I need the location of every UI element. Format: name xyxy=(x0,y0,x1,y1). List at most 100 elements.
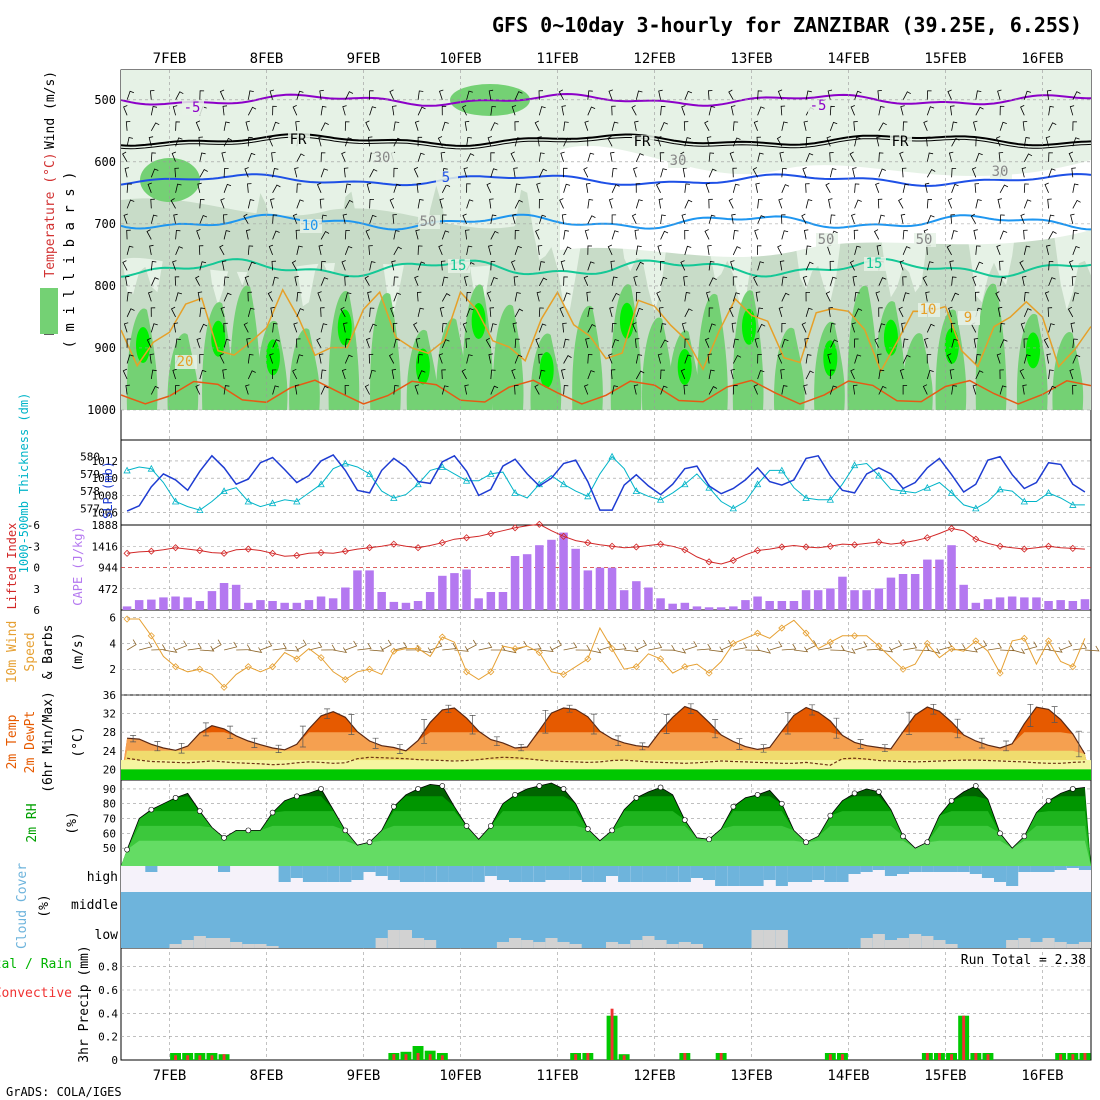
upper-wind-barb xyxy=(243,213,249,225)
contour-label: 50 xyxy=(916,232,933,248)
upper-wind-barb xyxy=(730,368,735,380)
upper-wind-barb xyxy=(999,230,1008,240)
cape-bar xyxy=(910,574,920,610)
rh-line-marker xyxy=(948,797,955,804)
cloud-low-block xyxy=(424,940,437,948)
upper-wind-barb xyxy=(849,260,855,271)
upper-wind-barb xyxy=(247,199,255,209)
upper-wind-barb xyxy=(466,354,473,364)
upper-wind-barb xyxy=(320,277,329,287)
cloud-low-block xyxy=(412,938,425,948)
upper-wind-barb xyxy=(391,368,397,380)
cloud-high-block xyxy=(994,866,1007,882)
upper-wind-barb xyxy=(708,152,715,162)
upper-wind-barb xyxy=(801,322,807,333)
upper-wind-barb xyxy=(1044,182,1049,193)
upper-wind-barb xyxy=(922,384,928,395)
cloud-level-label: low xyxy=(95,928,119,943)
date-label-bottom: 7FEB xyxy=(153,1068,187,1084)
upper-wind-barb xyxy=(611,167,618,178)
upper-wind-barb xyxy=(805,90,812,100)
upper-wind-barb xyxy=(946,353,952,364)
cloud-low-block xyxy=(678,942,691,948)
cloud-high-block xyxy=(884,866,897,876)
upper-wind-barb xyxy=(537,245,543,255)
rh-line-marker xyxy=(876,789,882,795)
wind-barb xyxy=(296,639,307,651)
thickness-ytick: 578 xyxy=(80,485,100,498)
upper-wind-barb xyxy=(490,369,496,380)
upper-wind-barb xyxy=(1023,292,1030,302)
upper-wind-barb xyxy=(828,307,833,317)
wind-speed-line-marker xyxy=(923,639,931,648)
upper-wind-barb xyxy=(801,213,807,225)
upper-wind-barb xyxy=(490,260,496,271)
upper-wind-barb xyxy=(854,308,863,318)
upper-wind-barb xyxy=(635,354,643,364)
precip-convective-bar xyxy=(174,1055,177,1060)
rh-line-marker xyxy=(803,839,809,846)
upper-wind-barb xyxy=(561,105,566,116)
lifted-index-line-marker xyxy=(535,520,543,528)
upper-wind-barb xyxy=(340,306,346,318)
rh-line-marker xyxy=(779,800,785,807)
cloud-high-block xyxy=(848,866,861,874)
upper-wind-barb xyxy=(367,291,372,302)
thickness-line-marker xyxy=(341,459,349,467)
upper-wind-barb xyxy=(563,121,569,131)
cape-bar xyxy=(292,602,302,610)
cloud-low-block xyxy=(496,942,509,948)
thickness-line-marker xyxy=(268,499,277,507)
upper-wind-barb xyxy=(999,184,1009,193)
contour-minus5 xyxy=(121,92,1091,107)
upper-wind-barb xyxy=(319,198,325,209)
thickness-ytick: 579 xyxy=(80,468,100,481)
upper-wind-barb xyxy=(511,105,517,116)
upper-wind-barb xyxy=(199,152,206,162)
upper-wind-barb xyxy=(850,213,856,225)
rh-saturated-cell xyxy=(471,302,486,339)
label-rh-unit: (%) xyxy=(65,811,80,834)
lifted-index-line-marker xyxy=(196,546,204,555)
upper-wind-barb xyxy=(219,89,225,100)
upper-wind-barb xyxy=(660,276,668,287)
wind-barb xyxy=(527,643,542,651)
upper-wind-barb xyxy=(563,167,568,178)
upper-wind-barb xyxy=(150,277,159,287)
upper-wind-barb xyxy=(731,213,736,224)
upper-wind-barb xyxy=(608,353,613,364)
cape-ytick: 1416 xyxy=(92,540,119,553)
upper-wind-barb xyxy=(490,214,497,224)
temp-minmax-whisker xyxy=(1075,730,1082,758)
upper-wind-barb xyxy=(1048,105,1054,116)
upper-wind-barb xyxy=(196,337,201,349)
lifted-index-line-marker xyxy=(899,539,907,547)
upper-wind-barb xyxy=(660,168,668,178)
cloud-low-block xyxy=(1078,942,1091,948)
upper-wind-barb xyxy=(923,120,928,131)
rh-line-marker xyxy=(294,793,300,800)
upper-wind-barb xyxy=(175,338,181,349)
cape-bar xyxy=(244,602,253,610)
upper-wind-barb xyxy=(633,275,638,287)
contour-label-bg xyxy=(448,259,470,273)
cape-bar xyxy=(159,597,168,610)
upper-wind-barb xyxy=(805,183,810,193)
data-series xyxy=(121,452,1100,1060)
precip-convective-bar xyxy=(610,1008,614,1060)
upper-wind-barb xyxy=(1021,275,1027,286)
upper-wind-barb xyxy=(781,167,787,178)
upper-wind-barb xyxy=(223,183,232,193)
upper-wind-barb xyxy=(296,199,304,209)
rh-line-marker xyxy=(900,833,906,840)
upper-wind-barb xyxy=(369,198,375,209)
upper-wind-barb xyxy=(1023,245,1031,255)
upper-wind-barb xyxy=(269,353,274,364)
upper-wind-barb xyxy=(997,306,1003,317)
upper-wind-barb xyxy=(1022,121,1028,131)
lifted-index-line-marker xyxy=(123,549,131,557)
contour-label-bg xyxy=(668,154,690,168)
upper-wind-barb xyxy=(344,137,353,147)
rh-mid-area-2 xyxy=(121,198,520,273)
